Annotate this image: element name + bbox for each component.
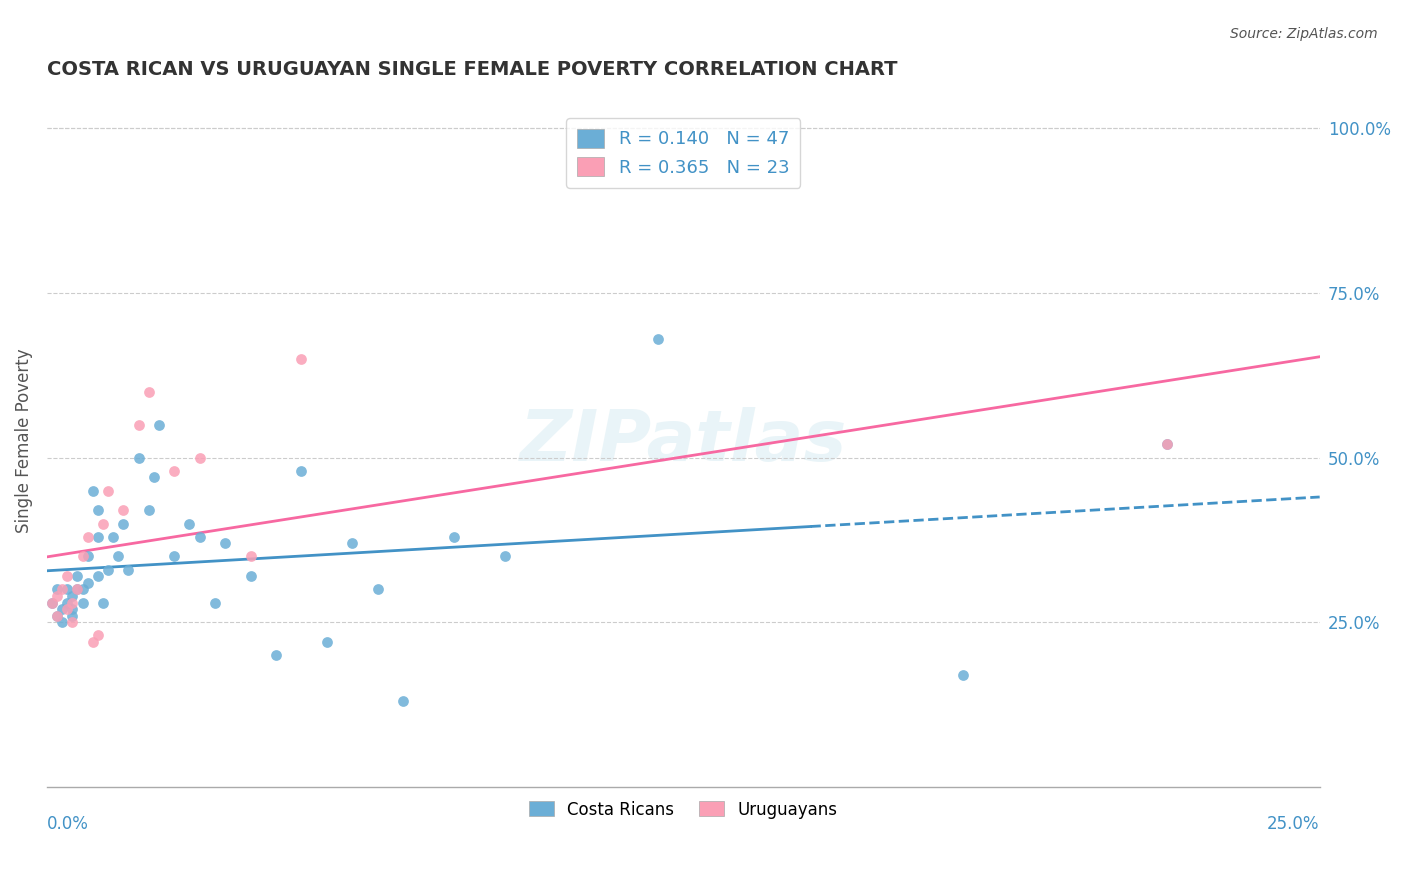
Point — [239, 569, 262, 583]
Point — [60, 608, 83, 623]
Point — [56, 569, 79, 583]
Point — [87, 569, 110, 583]
Point — [188, 530, 211, 544]
Point — [76, 530, 98, 544]
Point — [128, 417, 150, 432]
Point — [443, 530, 465, 544]
Point — [51, 615, 73, 630]
Point — [60, 615, 83, 630]
Text: COSTA RICAN VS URUGUAYAN SINGLE FEMALE POVERTY CORRELATION CHART: COSTA RICAN VS URUGUAYAN SINGLE FEMALE P… — [46, 60, 897, 78]
Point — [76, 549, 98, 564]
Point — [494, 549, 516, 564]
Point — [138, 384, 160, 399]
Point — [342, 536, 364, 550]
Point — [60, 595, 83, 609]
Point — [204, 595, 226, 609]
Point — [128, 450, 150, 465]
Point — [82, 483, 104, 498]
Point — [41, 595, 63, 609]
Y-axis label: Single Female Poverty: Single Female Poverty — [15, 349, 32, 533]
Point — [46, 582, 69, 597]
Point — [392, 694, 415, 708]
Point — [138, 503, 160, 517]
Text: 0.0%: 0.0% — [46, 814, 89, 832]
Text: 25.0%: 25.0% — [1267, 814, 1320, 832]
Point — [56, 582, 79, 597]
Point — [214, 536, 236, 550]
Point — [1156, 437, 1178, 451]
Point — [264, 648, 287, 663]
Point — [66, 582, 89, 597]
Point — [46, 608, 69, 623]
Point — [290, 464, 312, 478]
Point — [163, 549, 186, 564]
Point — [46, 608, 69, 623]
Point — [51, 602, 73, 616]
Point — [112, 516, 135, 531]
Point — [112, 503, 135, 517]
Point — [41, 595, 63, 609]
Point — [163, 464, 186, 478]
Point — [60, 589, 83, 603]
Point — [179, 516, 201, 531]
Point — [290, 351, 312, 366]
Point — [51, 582, 73, 597]
Point — [142, 470, 165, 484]
Point — [952, 668, 974, 682]
Point — [188, 450, 211, 465]
Point — [97, 483, 120, 498]
Point — [647, 332, 669, 346]
Point — [148, 417, 170, 432]
Text: ZIPatlas: ZIPatlas — [520, 407, 846, 475]
Point — [56, 602, 79, 616]
Point — [87, 628, 110, 642]
Point — [72, 582, 94, 597]
Point — [316, 635, 339, 649]
Point — [87, 503, 110, 517]
Point — [56, 595, 79, 609]
Point — [72, 549, 94, 564]
Point — [91, 595, 114, 609]
Point — [91, 516, 114, 531]
Text: Source: ZipAtlas.com: Source: ZipAtlas.com — [1230, 27, 1378, 41]
Point — [239, 549, 262, 564]
Point — [66, 569, 89, 583]
Point — [117, 563, 139, 577]
Point — [367, 582, 389, 597]
Point — [107, 549, 129, 564]
Point — [46, 589, 69, 603]
Point — [82, 635, 104, 649]
Point — [66, 582, 89, 597]
Point — [87, 530, 110, 544]
Point — [1156, 437, 1178, 451]
Point — [76, 575, 98, 590]
Legend: R = 0.140   N = 47, R = 0.365   N = 23: R = 0.140 N = 47, R = 0.365 N = 23 — [567, 119, 800, 187]
Point — [97, 563, 120, 577]
Point — [72, 595, 94, 609]
Point — [60, 602, 83, 616]
Point — [101, 530, 124, 544]
